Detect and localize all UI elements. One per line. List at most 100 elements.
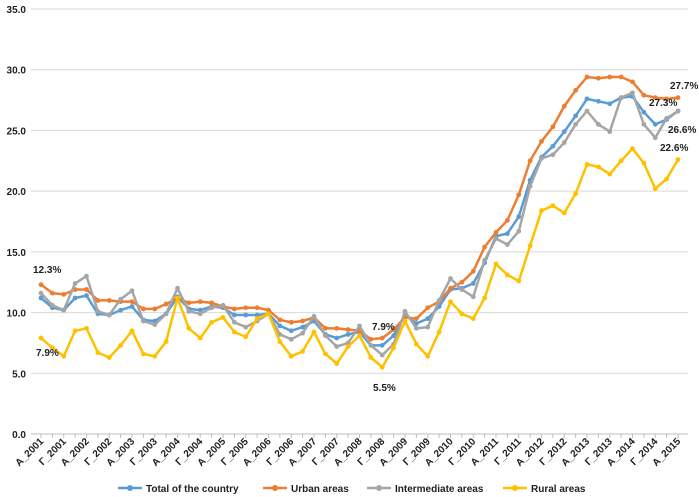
annotation-urban-start: 12.3% [33, 265, 61, 276]
data-point [288, 336, 294, 342]
data-point [61, 291, 67, 297]
data-point [607, 74, 613, 80]
data-point [220, 302, 226, 308]
data-point [675, 108, 681, 114]
data-point [448, 276, 453, 281]
data-point [368, 336, 374, 342]
data-point [630, 90, 635, 96]
data-point [38, 295, 44, 301]
data-point [607, 171, 613, 177]
data-point [345, 327, 351, 332]
data-point [493, 230, 499, 235]
data-point [72, 295, 78, 301]
data-point [425, 324, 431, 330]
data-point [641, 160, 647, 166]
data-point [84, 293, 89, 298]
data-point [357, 323, 362, 329]
data-point [163, 301, 169, 307]
data-point [482, 295, 488, 301]
data-point [334, 344, 340, 349]
x-axis: A_2001Γ_2001A_2002Γ_2002A_2003Γ_2003A_20… [14, 433, 688, 469]
data-point [652, 186, 658, 192]
data-point [322, 333, 328, 339]
data-point [652, 121, 658, 127]
legend-marker [272, 485, 278, 491]
data-point [402, 318, 408, 324]
data-point [152, 322, 158, 328]
data-point [584, 162, 590, 167]
data-point [220, 315, 226, 320]
data-point [664, 115, 670, 121]
data-point [607, 129, 613, 135]
data-point [300, 330, 306, 336]
annotation-rural-2008: 5.5% [373, 383, 396, 394]
data-point [186, 308, 192, 314]
data-point [470, 281, 476, 286]
data-point [163, 339, 169, 345]
series-intermediate-areas [38, 90, 681, 358]
data-point [106, 312, 112, 318]
legend-label: Total of the country [146, 484, 239, 495]
data-point [652, 135, 658, 141]
legend-label: Rural areas [531, 484, 586, 495]
y-tick-label: 20.0 [7, 187, 27, 198]
data-point [186, 325, 192, 331]
data-point [231, 306, 237, 312]
series-lines [38, 74, 681, 370]
data-point [254, 305, 260, 311]
data-point [140, 318, 146, 324]
data-point [129, 328, 135, 334]
data-point [493, 261, 499, 267]
data-point [675, 157, 681, 162]
data-point [550, 152, 556, 158]
data-point [675, 95, 681, 101]
y-tick-label: 25.0 [7, 126, 27, 137]
legend-marker [376, 485, 382, 491]
data-point [209, 319, 215, 325]
data-point [368, 355, 374, 360]
y-tick-label: 15.0 [7, 248, 27, 259]
data-point [584, 74, 590, 80]
data-point [504, 242, 510, 247]
data-point [402, 308, 408, 314]
data-point [516, 214, 522, 220]
data-point [470, 316, 476, 322]
data-point [573, 113, 579, 119]
data-point [413, 325, 419, 331]
data-point [129, 299, 135, 305]
data-point [288, 353, 294, 359]
data-point [49, 290, 55, 296]
series-rural-areas [38, 146, 681, 370]
data-point [573, 87, 579, 93]
data-point [584, 96, 590, 102]
data-point [72, 328, 78, 334]
legend-label: Intermediate areas [395, 484, 484, 495]
data-point [152, 353, 158, 359]
data-point [118, 342, 124, 348]
data-point [641, 109, 647, 115]
data-point [49, 345, 55, 351]
data-point [595, 75, 601, 81]
data-point [334, 335, 340, 341]
data-point [118, 296, 124, 302]
data-point [186, 300, 192, 306]
data-point [38, 290, 44, 296]
data-point [300, 324, 306, 330]
data-point [38, 335, 44, 341]
annotation-urban-2008: 7.9% [372, 322, 395, 333]
data-point [243, 334, 249, 340]
annotation-intermediate-end: 26.6% [668, 125, 696, 136]
data-point [448, 299, 453, 305]
data-point [493, 236, 499, 241]
series-line [40, 95, 679, 347]
data-point [561, 210, 567, 216]
legend-label: Urban areas [291, 484, 349, 495]
y-tick-label: 35.0 [7, 5, 27, 16]
data-point [322, 351, 328, 357]
data-point [197, 299, 203, 305]
data-point [95, 350, 101, 356]
y-axis-ticks: 0.0 5.0 10.0 15.0 20.0 25.0 30.0 35.0 [7, 5, 27, 441]
data-point [95, 298, 101, 303]
data-point [129, 288, 135, 294]
legend-item: Intermediate areas [367, 484, 484, 495]
